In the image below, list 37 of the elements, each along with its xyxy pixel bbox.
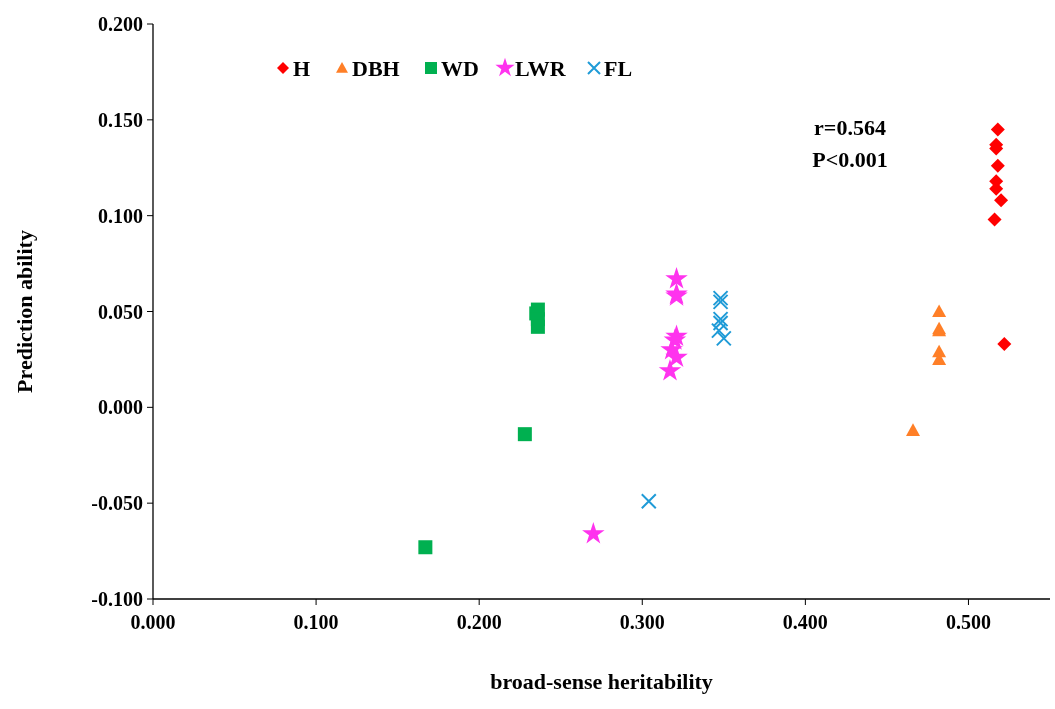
- point: [665, 345, 688, 368]
- point: [990, 158, 1005, 173]
- point: [990, 122, 1005, 137]
- point: [665, 267, 688, 289]
- point: [994, 193, 1009, 208]
- y-tick-label: 0.100: [98, 204, 143, 227]
- legend-label: DBH: [352, 55, 400, 81]
- y-tick-label: -0.100: [91, 588, 143, 610]
- point: [987, 212, 1002, 227]
- x-tick-label: 0.200: [456, 611, 502, 633]
- y-axis-title: Prediction ability: [12, 230, 37, 393]
- y-tick-label: 0.000: [98, 396, 143, 419]
- x-tick-label: 0.000: [130, 611, 176, 633]
- point: [582, 522, 605, 544]
- legend-label: FL: [604, 55, 633, 81]
- legend-label: H: [293, 55, 311, 81]
- x-tick-label: 0.400: [782, 611, 828, 633]
- x-axis-title: broad-sense heritability: [490, 669, 713, 694]
- y-tick-label: 0.200: [98, 13, 143, 35]
- y-tick-label: 0.050: [98, 300, 143, 323]
- point: [640, 493, 657, 510]
- annotation: r=0.564: [814, 115, 886, 140]
- y-tick-label: 0.150: [98, 108, 143, 131]
- point: [658, 359, 682, 381]
- x-tick-label: 0.100: [293, 611, 339, 633]
- point: [530, 319, 545, 334]
- y-tick-label: -0.050: [91, 492, 143, 515]
- x-tick-label: 0.300: [619, 611, 665, 633]
- annotation: P<0.001: [812, 147, 888, 172]
- point: [517, 427, 532, 442]
- legend-label: LWR: [515, 55, 567, 81]
- point: [997, 337, 1012, 352]
- legend-label: WD: [441, 55, 479, 81]
- point: [418, 540, 433, 555]
- x-tick-label: 0.500: [945, 611, 991, 633]
- point: [932, 304, 947, 318]
- point: [906, 423, 920, 436]
